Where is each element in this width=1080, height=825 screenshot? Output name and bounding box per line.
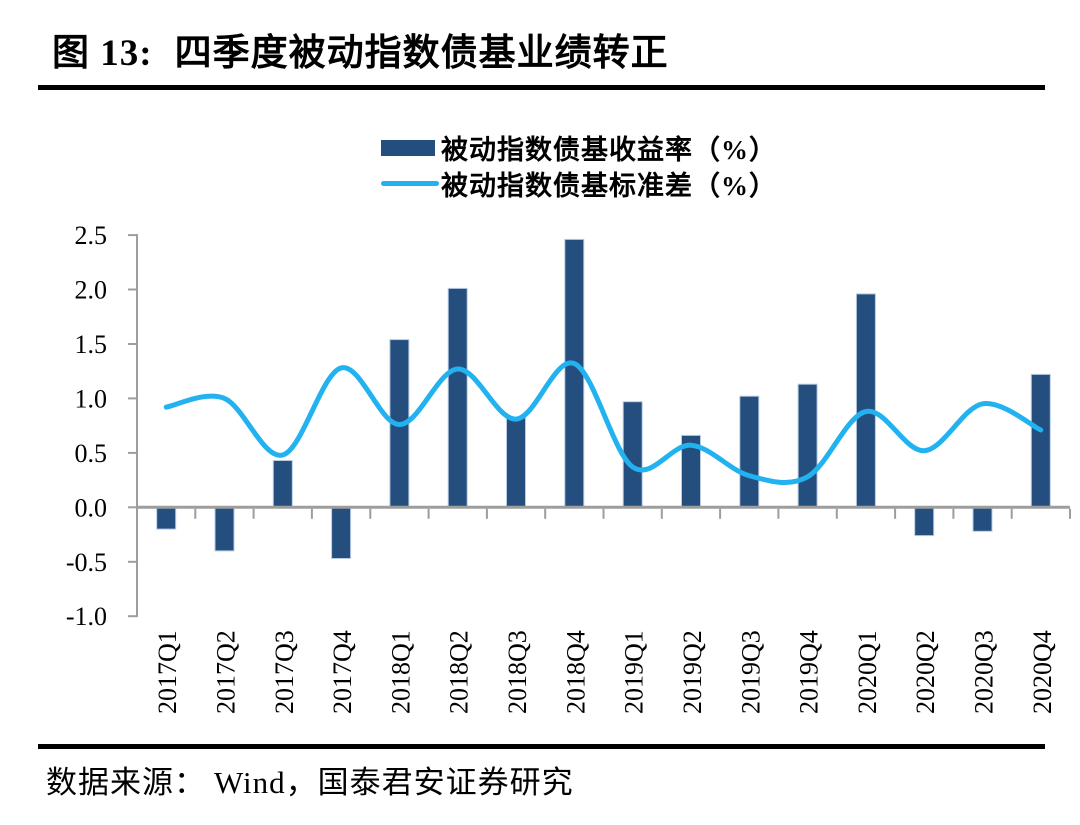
line-series-label: 被动指数债基标准差（%） <box>441 171 777 201</box>
x-axis-label-2017Q2: 2017Q2 <box>212 630 241 714</box>
chart-legend: 被动指数债基收益率（%） 被动指数债基标准差（%） <box>381 131 777 201</box>
y-axis-tick-label: -1.0 <box>66 602 107 631</box>
x-axis-label-2019Q4: 2019Q4 <box>795 630 824 714</box>
x-axis-label-2017Q3: 2017Q3 <box>270 630 299 714</box>
data-source-text: Wind，国泰君安证券研究 <box>214 765 574 800</box>
x-axis-label-2019Q1: 2019Q1 <box>620 630 649 714</box>
y-axis-tick-label: 1.0 <box>75 384 108 413</box>
bar-2017Q2 <box>214 506 235 552</box>
x-axis-label-2017Q1: 2017Q1 <box>153 630 182 714</box>
bar-2018Q4 <box>564 238 585 508</box>
y-axis-tick-label: 0.0 <box>75 493 108 522</box>
x-axis-label-2019Q3: 2019Q3 <box>736 630 765 714</box>
data-source-line: 数据来源： Wind，国泰君安证券研究 <box>46 757 574 802</box>
y-axis-tick-label: 0.5 <box>75 439 108 468</box>
x-axis-label-2018Q1: 2018Q1 <box>386 630 415 714</box>
bar-2020Q2 <box>914 506 935 537</box>
legend-item-stdev: 被动指数债基标准差（%） <box>381 167 777 201</box>
y-axis-tick-label: 2.0 <box>75 276 108 305</box>
x-axis-label-2020Q2: 2020Q2 <box>911 630 940 714</box>
bar-2018Q2 <box>447 287 468 508</box>
y-axis-tick-label: 2.5 <box>75 221 108 250</box>
title-divider-rule <box>38 85 1045 90</box>
figure-title: 图 13: 四季度被动指数债基业绩转正 <box>52 22 669 76</box>
x-axis-label-2020Q4: 2020Q4 <box>1028 630 1057 714</box>
x-axis-label-2019Q2: 2019Q2 <box>678 630 707 714</box>
bar-2020Q4 <box>1030 373 1051 508</box>
data-source-label: 数据来源： <box>46 765 206 800</box>
x-axis-label-2018Q4: 2018Q4 <box>561 630 590 714</box>
bar-2017Q1 <box>156 506 177 530</box>
bar-2019Q3 <box>739 395 760 508</box>
source-divider-rule <box>38 744 1045 749</box>
x-axis-label-2020Q3: 2020Q3 <box>970 630 999 714</box>
bar-2019Q4 <box>797 383 818 508</box>
bar-2018Q3 <box>506 417 526 508</box>
legend-item-return: 被动指数债基收益率（%） <box>381 131 777 165</box>
bar-2019Q1 <box>622 401 643 508</box>
x-axis-label-2017Q4: 2017Q4 <box>328 630 357 714</box>
bar-2020Q1 <box>855 293 876 508</box>
bar-2020Q3 <box>972 506 993 532</box>
bar-series-swatch <box>381 139 435 156</box>
figure-title-text: 四季度被动指数债基业绩转正 <box>174 33 669 74</box>
figure-number-label: 图 13: <box>52 33 153 74</box>
stdev-line-path <box>163 360 1044 486</box>
bar-2017Q4 <box>331 506 352 559</box>
x-axis-label-2018Q2: 2018Q2 <box>445 630 474 714</box>
y-axis-tick-label: -0.5 <box>66 548 107 577</box>
bar-2017Q3 <box>272 460 293 508</box>
y-axis-tick-label: 1.5 <box>75 330 108 359</box>
x-axis-label-2020Q1: 2020Q1 <box>853 630 882 714</box>
bar-series-label: 被动指数债基收益率（%） <box>441 135 777 165</box>
line-series-swatch <box>381 181 439 186</box>
x-axis-label-2018Q3: 2018Q3 <box>503 630 532 714</box>
